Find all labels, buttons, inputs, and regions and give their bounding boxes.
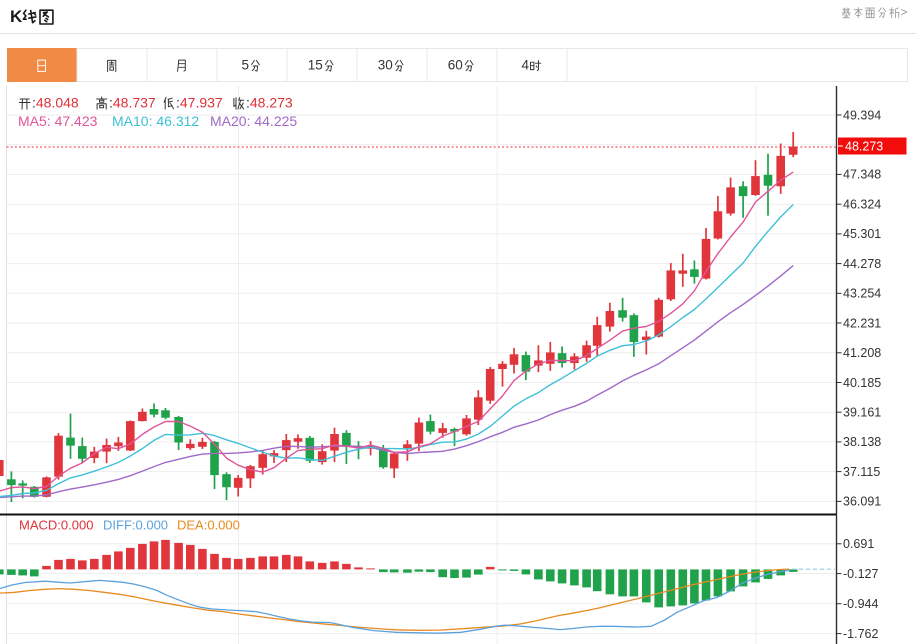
svg-text:MA10: 46.312: MA10: 46.312 bbox=[112, 113, 199, 129]
svg-text:45.301: 45.301 bbox=[843, 227, 881, 241]
svg-text:47.937: 47.937 bbox=[180, 94, 223, 110]
svg-text:43.254: 43.254 bbox=[843, 287, 881, 301]
svg-text:DIFF:0.000: DIFF:0.000 bbox=[103, 518, 168, 533]
svg-text:15: 15 bbox=[308, 58, 323, 73]
svg-text:-1.762: -1.762 bbox=[843, 627, 878, 641]
svg-text:30: 30 bbox=[378, 58, 393, 73]
svg-text:-0.944: -0.944 bbox=[843, 597, 878, 611]
svg-text::: : bbox=[109, 94, 113, 110]
svg-text:47.348: 47.348 bbox=[843, 168, 881, 182]
svg-text:40.185: 40.185 bbox=[843, 376, 881, 390]
svg-text:MACD:0.000: MACD:0.000 bbox=[19, 518, 93, 533]
svg-text:4: 4 bbox=[522, 58, 530, 73]
svg-text:44.278: 44.278 bbox=[843, 257, 881, 271]
svg-text::: : bbox=[32, 94, 36, 110]
svg-text:MA5: 47.423: MA5: 47.423 bbox=[18, 113, 98, 129]
svg-text:-0.127: -0.127 bbox=[843, 567, 878, 581]
svg-text:0.691: 0.691 bbox=[843, 537, 874, 551]
svg-text::: : bbox=[176, 94, 180, 110]
svg-text:49.394: 49.394 bbox=[843, 108, 881, 122]
svg-text:MA20: 44.225: MA20: 44.225 bbox=[210, 113, 297, 129]
svg-text:48.048: 48.048 bbox=[36, 94, 79, 110]
svg-text:K: K bbox=[10, 7, 23, 26]
svg-text:DEA:0.000: DEA:0.000 bbox=[177, 518, 240, 533]
svg-text:48.273: 48.273 bbox=[250, 94, 293, 110]
svg-text:46.324: 46.324 bbox=[843, 198, 881, 212]
svg-text:38.138: 38.138 bbox=[843, 435, 881, 449]
svg-text:48.737: 48.737 bbox=[113, 94, 156, 110]
svg-text:48.273: 48.273 bbox=[845, 140, 883, 154]
svg-text:36.091: 36.091 bbox=[843, 495, 881, 509]
svg-text:41.208: 41.208 bbox=[843, 346, 881, 360]
svg-text:37.115: 37.115 bbox=[843, 465, 880, 479]
svg-text::: : bbox=[246, 94, 250, 110]
svg-text:>: > bbox=[901, 5, 908, 19]
svg-text:60: 60 bbox=[448, 58, 463, 73]
svg-text:39.161: 39.161 bbox=[843, 406, 881, 420]
svg-text:5: 5 bbox=[242, 58, 250, 73]
svg-text:42.231: 42.231 bbox=[843, 316, 881, 330]
